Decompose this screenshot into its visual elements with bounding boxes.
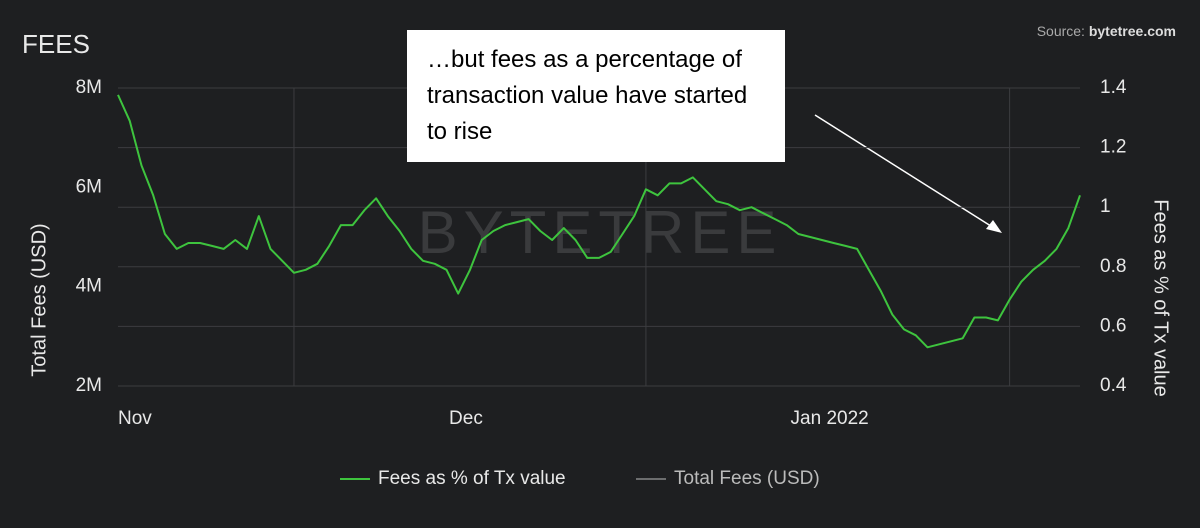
y2-tick-label: 0.6 — [1100, 315, 1126, 336]
x-tick-label: Dec — [449, 408, 483, 429]
watermark: BYTETREE — [418, 199, 783, 266]
x-tick-label: Jan 2022 — [791, 408, 869, 429]
source-site: bytetree.com — [1089, 23, 1176, 39]
x-tick-label: Nov — [118, 408, 152, 429]
y2-tick-label: 0.8 — [1100, 256, 1126, 277]
arrow-line — [814, 114, 995, 229]
source: Source: bytetree.com — [1037, 23, 1176, 39]
annotation: …but fees as a percentage of transaction… — [407, 30, 785, 162]
y-tick-label: 4M — [76, 276, 102, 297]
series-line — [117, 94, 1081, 349]
source-label: Source: — [1037, 23, 1085, 39]
arrow-head — [986, 220, 1002, 233]
chart-title: FEES — [22, 29, 90, 59]
y-tick-label: 6M — [76, 176, 102, 197]
y2-tick-label: 1 — [1100, 196, 1111, 217]
y-axis-label: Total Fees (USD) — [28, 223, 50, 376]
legend-label: Fees as % of Tx value — [378, 468, 566, 489]
legend-label: Total Fees (USD) — [674, 468, 820, 489]
y2-axis-label: Fees as % of Tx value — [1150, 199, 1172, 397]
y-tick-label: 8M — [76, 77, 102, 98]
y2-tick-label: 1.2 — [1100, 137, 1126, 158]
y2-tick-label: 0.4 — [1100, 375, 1127, 396]
y2-tick-label: 1.4 — [1100, 77, 1127, 98]
y-tick-label: 2M — [76, 375, 102, 396]
